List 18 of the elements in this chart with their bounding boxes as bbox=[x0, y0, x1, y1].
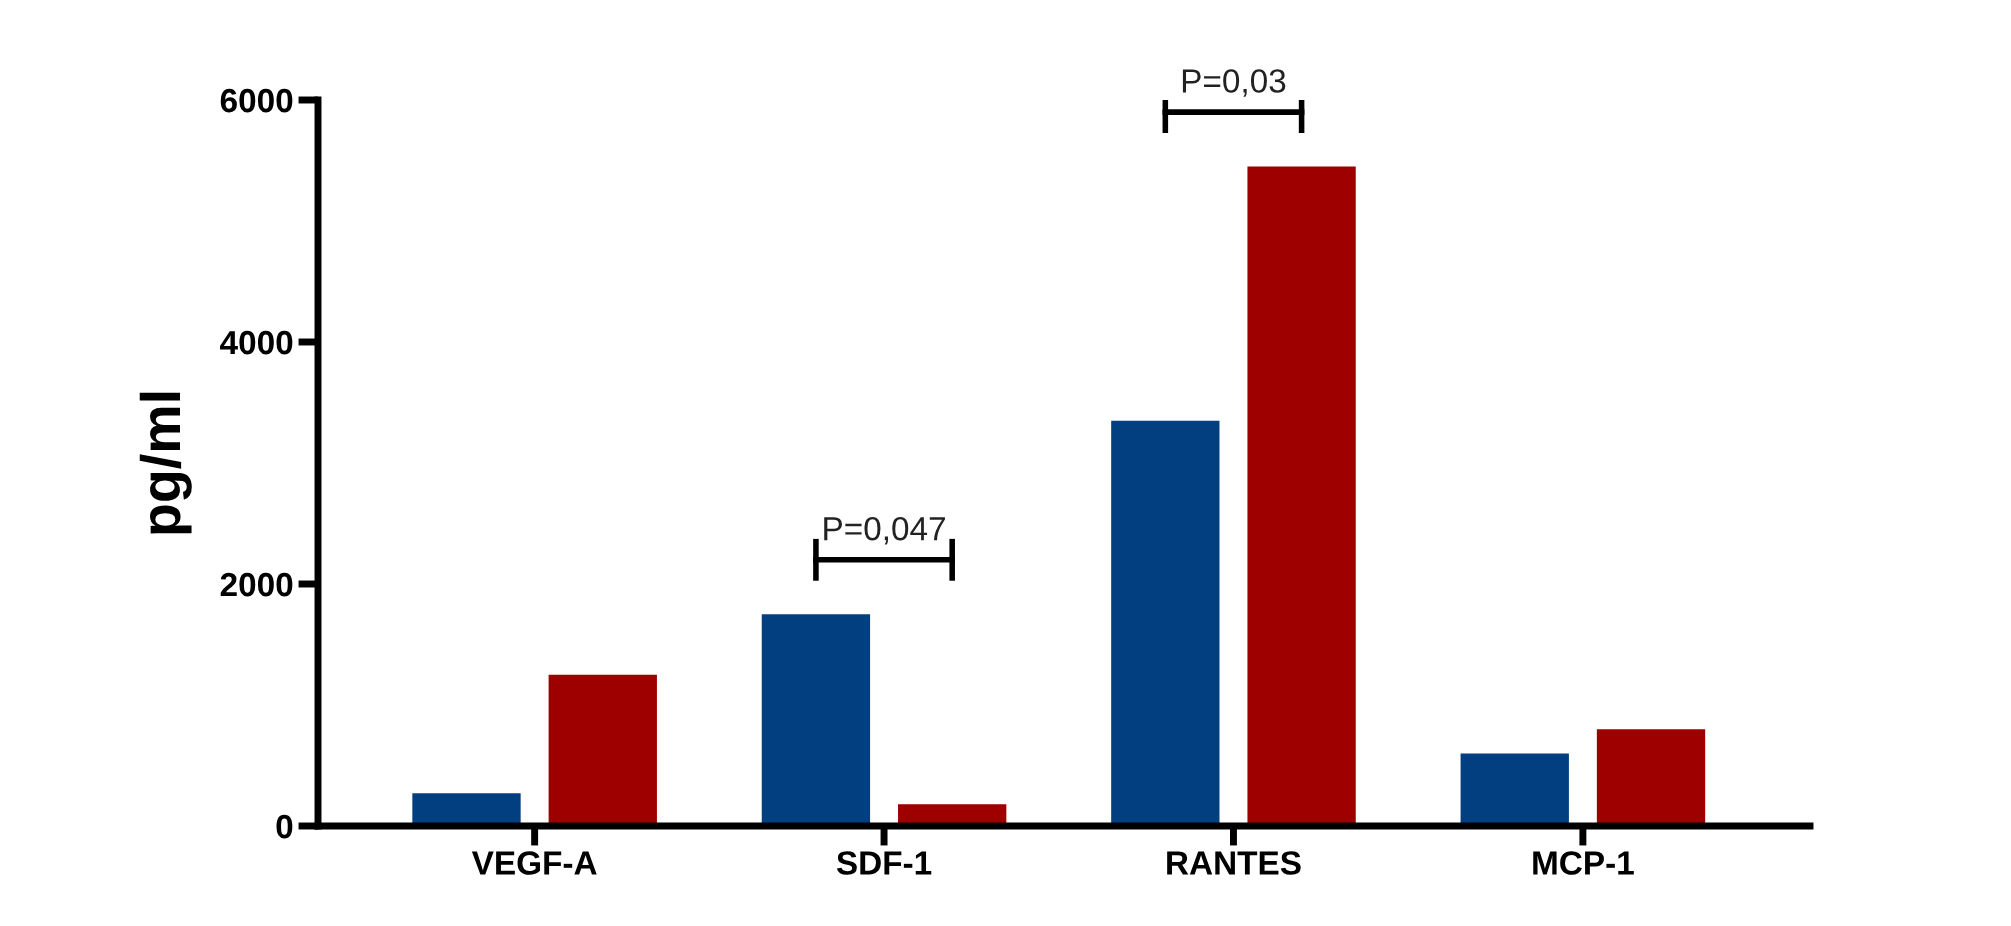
y-tick-label: 2000 bbox=[220, 572, 293, 597]
y-tick-label: 6000 bbox=[220, 88, 293, 113]
x-tick-label: VEGF-A bbox=[471, 851, 597, 875]
x-tick-label: MCP-1 bbox=[1533, 851, 1634, 875]
bar bbox=[1596, 729, 1706, 826]
bar bbox=[1460, 753, 1569, 826]
bar bbox=[761, 614, 871, 826]
annotation: P=0,047 bbox=[824, 516, 945, 545]
bar bbox=[1111, 420, 1220, 826]
text: P=0,03 bbox=[1182, 69, 1286, 97]
y-tick-label: 0 bbox=[276, 814, 293, 839]
bar bbox=[1247, 166, 1356, 826]
x-tick-label: RANTES bbox=[1167, 851, 1301, 875]
x-tick-label: SDF-1 bbox=[836, 851, 932, 875]
y-axis-title: pg/ml bbox=[139, 392, 192, 534]
y-tick-label: 4000 bbox=[220, 330, 293, 355]
bar bbox=[548, 674, 657, 826]
bar bbox=[412, 793, 521, 826]
